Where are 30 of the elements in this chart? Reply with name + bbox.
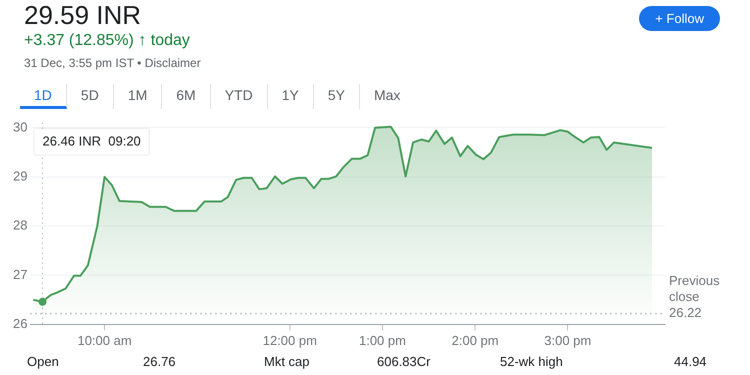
text: 52-wk high [500,354,563,369]
y-tick-label: 27 [12,266,28,282]
chart-title: 29.59 INR [24,0,142,31]
text: 606.83Cr [377,354,430,369]
text: 26.76 [143,354,176,369]
text: 1D [20,84,67,109]
x-tick-label: 10:00 am [77,332,132,348]
text: 1Y [268,84,314,109]
text: YTD [210,84,268,109]
chart-subtitle: +3.37 (12.85%) ↑ today [24,32,190,50]
text: Open [27,354,59,369]
text: + Follow [639,6,720,31]
y-tick-label: 29 [12,168,28,184]
text: Max [372,86,402,105]
text: 44.94 [674,354,707,369]
text: 6M [162,84,211,109]
x-tick-label: 2:00 pm [452,332,499,348]
ref-line-label: 26.46 INR 09:20 [42,133,141,148]
y-tick-label: 30 [12,119,28,134]
y-tick-label: 26 [12,316,28,331]
text: 5Y [314,84,360,109]
text: Mkt cap [264,354,310,369]
text: 31 Dec, 3:55 pm IST • Disclaimer [24,56,201,70]
x-tick-label: 1:00 pm [358,332,406,348]
x-tick-label: 3:00 pm [544,332,592,348]
x-tick-label: 12:00 pm [262,332,317,348]
ref-line-label: Previous close 26.22 [669,273,720,320]
text: 5D [66,84,114,109]
text: 1M [114,84,162,109]
y-tick-label: 28 [12,218,28,233]
